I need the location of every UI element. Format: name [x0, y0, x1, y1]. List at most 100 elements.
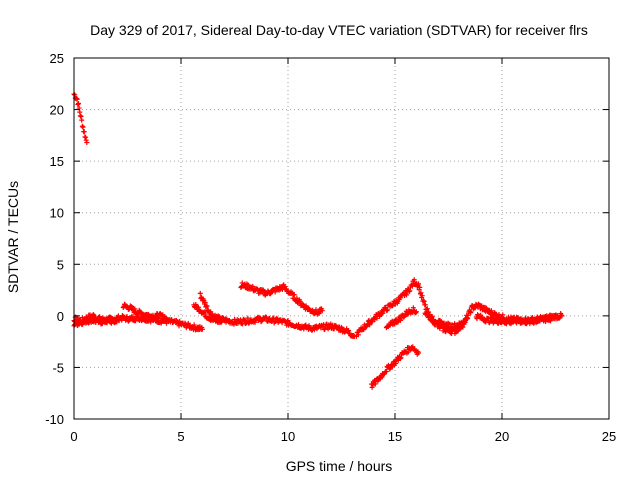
data-point: [319, 308, 325, 314]
data-point: [85, 320, 91, 326]
data-point: [74, 96, 80, 102]
data-point: [413, 309, 419, 315]
data-point: [472, 305, 478, 311]
data-point: [72, 92, 78, 98]
y-axis-label: SDTVAR / TECUs: [5, 181, 21, 293]
data-point: [468, 310, 474, 316]
data-point: [191, 322, 197, 328]
chart-title: Day 329 of 2017, Sidereal Day-to-day VTE…: [90, 22, 588, 38]
data-point: [83, 134, 89, 140]
data-point: [383, 368, 389, 374]
data-point: [417, 284, 423, 290]
x-axis-ticks: 0 5 10 15 20 25: [70, 58, 616, 444]
data-point: [397, 356, 403, 362]
data-point: [208, 309, 214, 315]
x-axis-label: GPS time / hours: [286, 458, 393, 474]
data-point: [90, 312, 96, 318]
data-point: [418, 290, 424, 296]
data-point: [268, 291, 274, 297]
data-point: [422, 302, 428, 308]
data-point: [461, 319, 467, 325]
data-point: [199, 326, 205, 332]
data-point: [197, 290, 203, 296]
data-point: [462, 319, 468, 325]
data-point: [99, 321, 105, 327]
y-tick-label: 15: [50, 154, 64, 169]
data-point: [241, 316, 247, 322]
data-point: [79, 123, 85, 129]
data-point: [355, 332, 361, 338]
data-point: [84, 140, 90, 146]
data-point: [384, 308, 390, 314]
data-point: [77, 109, 83, 115]
data-point: [379, 374, 385, 380]
x-tick-label: 20: [495, 429, 509, 444]
data-point: [380, 310, 386, 316]
data-point: [195, 304, 201, 310]
data-points: [71, 91, 565, 390]
data-point: [96, 317, 102, 323]
data-point: [500, 312, 506, 318]
data-point: [291, 292, 297, 298]
x-tick-label: 5: [177, 429, 184, 444]
data-point: [156, 315, 162, 321]
data-point: [79, 117, 85, 123]
data-point: [124, 314, 130, 320]
data-point: [75, 100, 81, 106]
y-tick-label: 25: [50, 51, 64, 66]
x-tick-label: 0: [70, 429, 77, 444]
data-point: [548, 316, 554, 322]
data-point: [559, 313, 565, 319]
data-point: [465, 315, 471, 321]
data-point: [245, 315, 251, 321]
data-point: [413, 310, 419, 316]
data-point: [404, 292, 410, 298]
data-point: [114, 319, 120, 325]
data-point: [456, 324, 462, 330]
data-point: [393, 361, 399, 367]
data-point: [75, 102, 81, 108]
y-tick-label: 5: [57, 257, 64, 272]
data-point: [395, 319, 401, 325]
y-axis-ticks: -10 -5 0 5 10 15 20 25: [45, 51, 609, 427]
data-point: [346, 327, 352, 333]
plot-frame: [73, 57, 610, 420]
data-point: [338, 324, 344, 330]
data-point: [490, 315, 496, 321]
grid-lines: [74, 58, 609, 419]
data-point: [202, 299, 208, 305]
data-point: [83, 137, 89, 143]
data-point: [514, 316, 520, 322]
data-point: [416, 281, 422, 287]
x-tick-label: 15: [388, 429, 402, 444]
data-point: [78, 113, 84, 119]
data-point: [398, 355, 404, 361]
data-point: [411, 277, 417, 283]
data-point: [424, 306, 430, 312]
y-tick-label: -5: [52, 360, 64, 375]
data-point: [398, 317, 404, 323]
data-point: [556, 315, 562, 321]
data-point: [372, 381, 378, 387]
data-point: [419, 293, 425, 299]
data-point: [407, 288, 413, 294]
data-point: [285, 318, 291, 324]
data-point: [155, 315, 161, 321]
data-point: [416, 350, 422, 356]
y-tick-label: 20: [50, 103, 64, 118]
data-point: [74, 96, 80, 102]
data-point: [493, 316, 499, 322]
data-point: [294, 295, 300, 301]
data-point: [252, 319, 258, 325]
y-tick-label: -10: [45, 412, 64, 427]
data-point: [431, 317, 437, 323]
data-point: [311, 327, 317, 333]
data-point: [558, 312, 564, 318]
data-point: [80, 124, 86, 130]
data-point: [374, 315, 380, 321]
data-point: [331, 326, 337, 332]
data-point: [351, 333, 357, 339]
data-point: [421, 298, 427, 304]
data-point: [464, 316, 470, 322]
